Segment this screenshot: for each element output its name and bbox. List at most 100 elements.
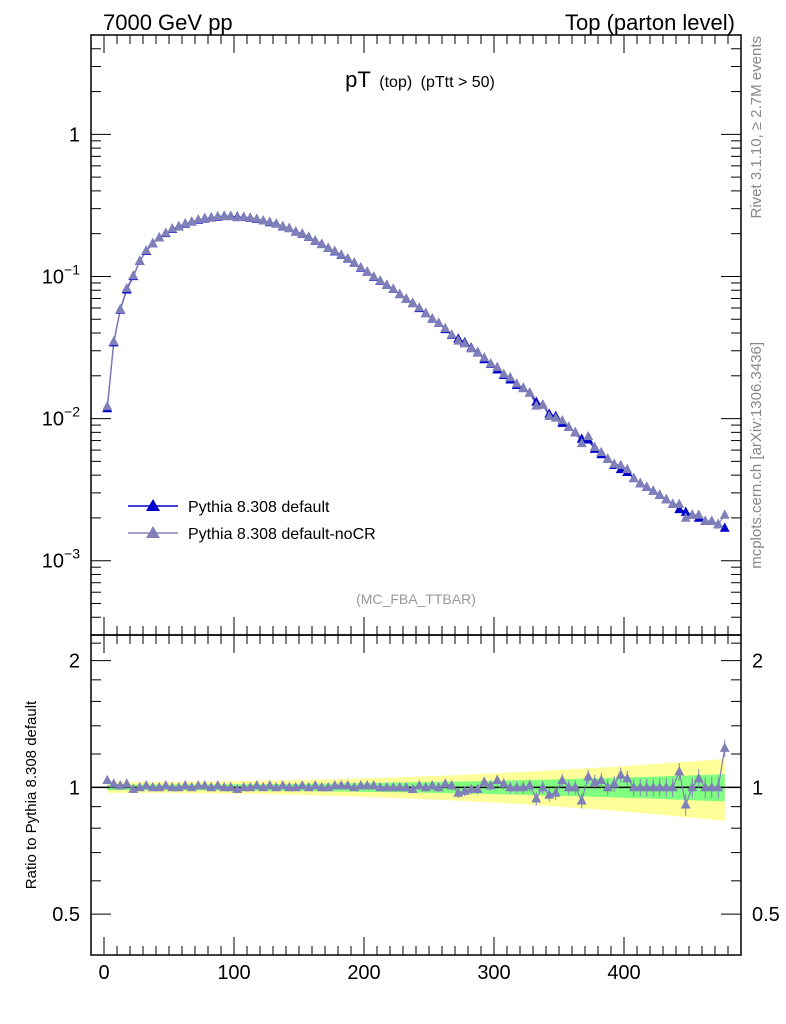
ratio-point xyxy=(661,781,672,792)
ratio-y-tick-label-right: 0.5 xyxy=(752,904,780,926)
plot-title-sub: (top) xyxy=(379,74,412,91)
x-tick-label: 100 xyxy=(217,962,250,984)
ratio-point xyxy=(557,774,568,785)
ratio-point xyxy=(212,780,223,790)
series-point-1 xyxy=(524,387,535,397)
series-point-1 xyxy=(615,459,626,470)
ratio-point xyxy=(316,781,327,792)
ratio-point xyxy=(102,774,113,785)
ratio-point xyxy=(193,780,204,790)
series-point-1 xyxy=(700,515,711,525)
series-point-1 xyxy=(115,303,126,313)
ratio-y-label: Ratio to Pythia 8.308 default xyxy=(23,700,40,889)
series-point-1 xyxy=(609,458,620,468)
series-point-1 xyxy=(719,509,730,519)
ratio-y-tick-label-right: 2 xyxy=(752,651,763,673)
ratio-series-layer xyxy=(102,739,730,816)
ratio-point xyxy=(446,780,457,790)
series-point-1 xyxy=(329,245,340,255)
ratio-point xyxy=(401,781,412,792)
ratio-point xyxy=(511,781,522,792)
series-point-1 xyxy=(687,509,698,519)
ratio-point xyxy=(225,781,236,792)
series-point-1 xyxy=(394,288,405,299)
ratio-point xyxy=(537,781,548,792)
series-point-1 xyxy=(121,282,132,293)
series-point-1 xyxy=(134,255,145,265)
series-point-1 xyxy=(232,211,243,222)
series-point-1 xyxy=(466,343,477,353)
x-tick-label: 400 xyxy=(607,962,640,984)
plot-title-main: pT xyxy=(345,67,371,92)
plot-title-cut: (pTtt > 50) xyxy=(421,74,495,91)
rivet-label: Rivet 3.1.10, ≥ 2.7M events xyxy=(748,36,765,219)
ratio-point xyxy=(719,742,730,752)
series-point-1 xyxy=(316,238,327,249)
header-right: Top (parton level) xyxy=(565,10,735,35)
series-point-1 xyxy=(518,382,529,393)
series-point-1 xyxy=(277,220,288,231)
ratio-point xyxy=(648,781,659,792)
top-y-axis: 10−3 10−2 10−1 1 xyxy=(42,34,741,636)
series-point-1 xyxy=(648,485,659,495)
series-point-1 xyxy=(141,245,152,255)
series-point-1 xyxy=(297,228,308,238)
ratio-point xyxy=(550,787,561,797)
series-point-0 xyxy=(719,522,730,532)
legend-default-marker xyxy=(146,499,160,511)
ratio-point xyxy=(635,781,646,792)
series-point-1 xyxy=(446,329,457,339)
ratio-point xyxy=(394,781,405,792)
ratio-point xyxy=(284,781,295,792)
series-point-1 xyxy=(362,266,373,276)
series-point-1 xyxy=(440,322,451,333)
ratio-point xyxy=(329,780,340,790)
ratio-point xyxy=(336,780,347,790)
series-point-1 xyxy=(407,298,418,308)
ratio-point xyxy=(381,781,392,792)
ratio-point xyxy=(167,781,178,792)
x-tick-label: 0 xyxy=(98,962,109,984)
series-point-1 xyxy=(388,283,399,293)
ratio-y-tick-label: 1 xyxy=(69,777,80,799)
series-point-1 xyxy=(264,216,275,226)
series-point-1 xyxy=(563,421,574,432)
series-point-1 xyxy=(212,210,223,221)
ratio-y-tick-label: 0.5 xyxy=(52,904,80,926)
series-point-1 xyxy=(485,358,496,368)
legend: Pythia 8.308 default Pythia 8.308 defaul… xyxy=(128,499,376,543)
series-point-1 xyxy=(147,237,158,248)
ratio-point xyxy=(531,793,542,803)
series-point-1 xyxy=(219,210,230,221)
series-point-1 xyxy=(375,275,386,285)
ratio-y-tick-label: 2 xyxy=(69,651,80,673)
series-point-1 xyxy=(492,361,503,372)
series-point-1 xyxy=(355,261,366,272)
series-point-1 xyxy=(622,463,633,474)
ratio-point xyxy=(687,781,698,792)
series-point-1 xyxy=(199,212,210,222)
ratio-point xyxy=(310,780,321,790)
series-point-1 xyxy=(550,412,561,422)
series-point-1 xyxy=(544,410,555,421)
ratio-point xyxy=(199,780,210,790)
ratio-point xyxy=(160,780,171,790)
ratio-point xyxy=(706,781,717,792)
ratio-point xyxy=(583,771,594,781)
series-point-0 xyxy=(680,506,691,516)
series-point-1 xyxy=(290,226,301,236)
ratio-point xyxy=(427,780,438,790)
series-point-1 xyxy=(173,221,184,231)
ratio-point xyxy=(680,799,691,809)
legend-nocr-marker xyxy=(146,526,160,538)
series-point-1 xyxy=(654,489,665,499)
ratio-point xyxy=(108,778,119,788)
ratio-point xyxy=(238,781,249,792)
series-point-1 xyxy=(713,518,724,529)
ratio-point xyxy=(414,780,425,790)
ratio-point xyxy=(485,780,496,790)
series-point-1 xyxy=(667,498,678,508)
series-point-1 xyxy=(225,210,236,221)
series-point-1 xyxy=(336,249,347,259)
